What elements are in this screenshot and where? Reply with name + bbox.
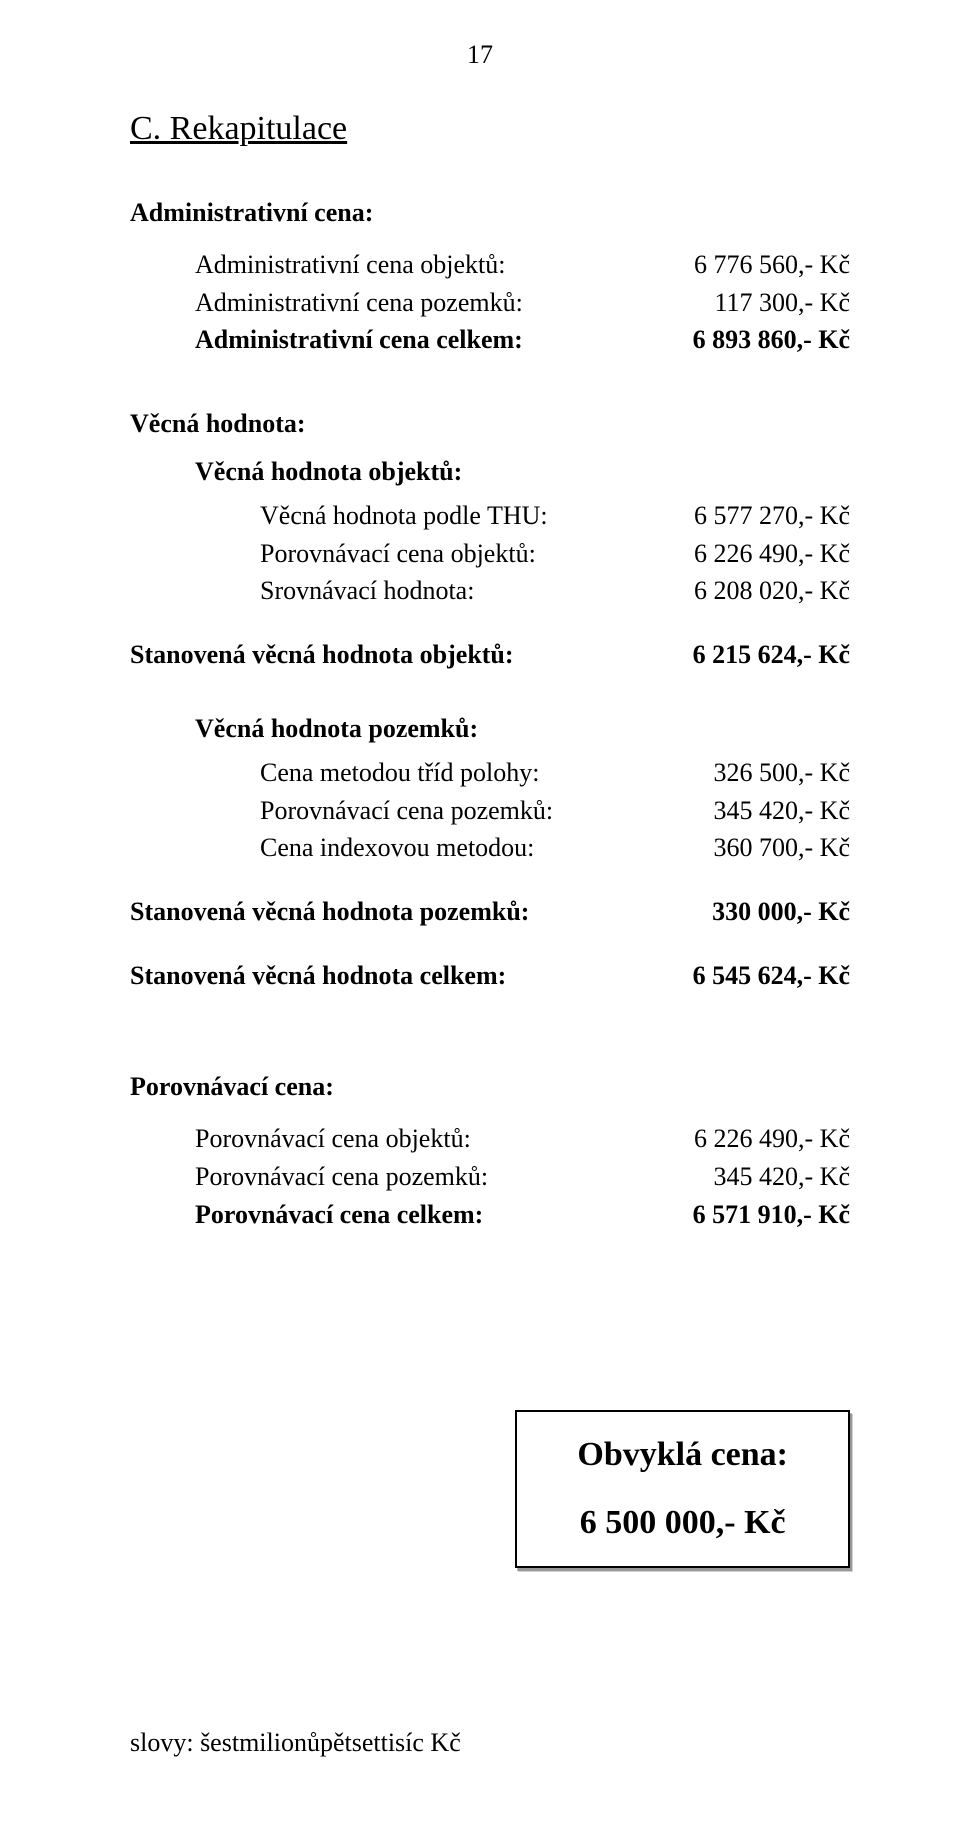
row-label: Porovnávací cena pozemků: xyxy=(195,1158,714,1196)
row-value: 6 226 490,- Kč xyxy=(694,535,850,573)
row-value: 345 420,- Kč xyxy=(714,1158,850,1196)
page: 17 C. Rekapitulace Administrativní cena:… xyxy=(0,0,960,1828)
vecna-grand-total: Stanovená věcná hodnota celkem: 6 545 62… xyxy=(130,957,850,995)
row-value: 6 776 560,- Kč xyxy=(694,246,850,284)
result-value: 6 500 000,- Kč xyxy=(577,1504,788,1542)
vecna-land-total: Stanovená věcná hodnota pozemků: 330 000… xyxy=(130,893,850,931)
vecna-heading: Věcná hodnota: xyxy=(130,409,850,439)
vecna-land-heading: Věcná hodnota pozemků: xyxy=(195,714,850,744)
vecna-row: Cena indexovou metodou: 360 700,- Kč xyxy=(130,829,850,867)
vecna-row: Cena metodou tříd polohy: 326 500,- Kč xyxy=(130,754,850,792)
admin-row: Administrativní cena objektů: 6 776 560,… xyxy=(130,246,850,284)
row-value: 6 208 020,- Kč xyxy=(694,572,850,610)
page-number: 17 xyxy=(0,40,960,70)
row-label: Cena indexovou metodou: xyxy=(195,829,714,867)
porovnavaci-row: Porovnávací cena objektů: 6 226 490,- Kč xyxy=(130,1120,850,1158)
row-value: 6 571 910,- Kč xyxy=(693,1196,850,1234)
row-value: 6 545 624,- Kč xyxy=(693,957,850,995)
row-label: Porovnávací cena objektů: xyxy=(195,1120,694,1158)
admin-heading: Administrativní cena: xyxy=(130,198,850,228)
row-label: Věcná hodnota podle THU: xyxy=(195,497,694,535)
row-value: 6 893 860,- Kč xyxy=(693,321,850,359)
row-label: Porovnávací cena celkem: xyxy=(195,1196,693,1234)
row-label: Administrativní cena pozemků: xyxy=(195,284,714,322)
row-value: 6 215 624,- Kč xyxy=(693,636,850,674)
row-value: 330 000,- Kč xyxy=(712,893,850,931)
vecna-row: Srovnávací hodnota: 6 208 020,- Kč xyxy=(130,572,850,610)
porovnavaci-heading: Porovnávací cena: xyxy=(130,1072,850,1102)
row-label: Administrativní cena celkem: xyxy=(195,321,693,359)
row-label: Srovnávací hodnota: xyxy=(195,572,694,610)
vecna-row: Porovnávací cena objektů: 6 226 490,- Kč xyxy=(130,535,850,573)
porovnavaci-row: Porovnávací cena pozemků: 345 420,- Kč xyxy=(130,1158,850,1196)
row-label: Stanovená věcná hodnota pozemků: xyxy=(130,893,712,931)
section-title: C. Rekapitulace xyxy=(130,110,850,148)
row-label: Porovnávací cena objektů: xyxy=(195,535,694,573)
row-value: 117 300,- Kč xyxy=(714,284,850,322)
admin-row-total: Administrativní cena celkem: 6 893 860,-… xyxy=(130,321,850,359)
footer-text: slovy: šestmilionůpětsettisíc Kč xyxy=(130,1728,461,1758)
row-value: 360 700,- Kč xyxy=(714,829,850,867)
row-value: 6 577 270,- Kč xyxy=(694,497,850,535)
row-label: Porovnávací cena pozemků: xyxy=(195,792,714,830)
vecna-objects-heading: Věcná hodnota objektů: xyxy=(195,457,850,487)
result-label: Obvyklá cena: xyxy=(577,1436,788,1474)
vecna-row: Věcná hodnota podle THU: 6 577 270,- Kč xyxy=(130,497,850,535)
row-label: Administrativní cena objektů: xyxy=(195,246,694,284)
vecna-objects-total: Stanovená věcná hodnota objektů: 6 215 6… xyxy=(130,636,850,674)
porovnavaci-row-total: Porovnávací cena celkem: 6 571 910,- Kč xyxy=(130,1196,850,1234)
row-label: Stanovená věcná hodnota celkem: xyxy=(130,957,693,995)
row-label: Stanovená věcná hodnota objektů: xyxy=(130,636,693,674)
result-box: Obvyklá cena: 6 500 000,- Kč xyxy=(515,1410,850,1568)
vecna-row: Porovnávací cena pozemků: 345 420,- Kč xyxy=(130,792,850,830)
row-value: 345 420,- Kč xyxy=(714,792,850,830)
row-value: 6 226 490,- Kč xyxy=(694,1120,850,1158)
row-label: Cena metodou tříd polohy: xyxy=(195,754,714,792)
row-value: 326 500,- Kč xyxy=(714,754,850,792)
admin-row: Administrativní cena pozemků: 117 300,- … xyxy=(130,284,850,322)
